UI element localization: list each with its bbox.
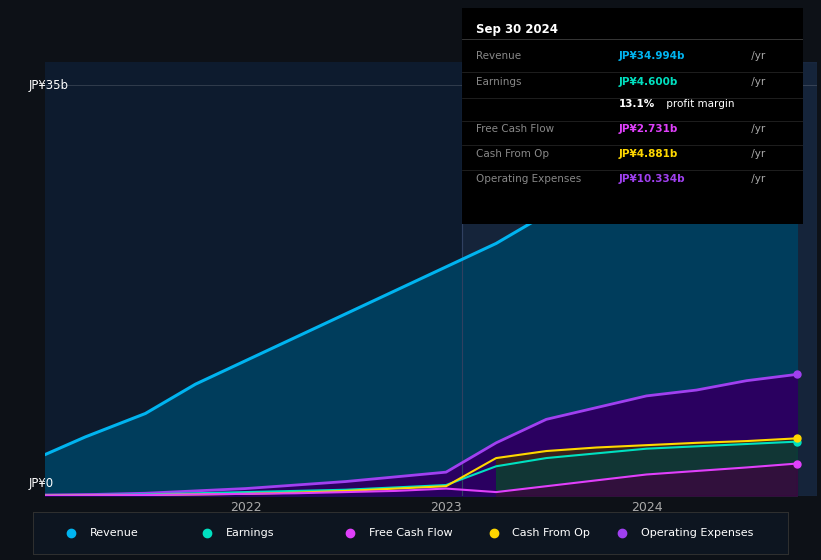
Text: Sep 30 2024: Sep 30 2024 [476,24,557,36]
Text: JP¥10.334b: JP¥10.334b [619,174,686,184]
Text: /yr: /yr [749,124,766,134]
Text: Revenue: Revenue [89,529,138,538]
Text: JP¥4.881b: JP¥4.881b [619,149,678,159]
Text: Operating Expenses: Operating Expenses [641,529,753,538]
Text: JP¥35b: JP¥35b [29,78,69,91]
Bar [462,62,817,496]
Text: JP¥34.994b: JP¥34.994b [619,51,686,61]
Text: /yr: /yr [749,77,766,87]
Text: Free Cash Flow: Free Cash Flow [476,124,554,134]
Text: Earnings: Earnings [226,529,274,538]
Text: /yr: /yr [749,174,766,184]
Text: /yr: /yr [749,51,766,61]
Text: JP¥0: JP¥0 [29,477,54,490]
Text: JP¥2.731b: JP¥2.731b [619,124,678,134]
Text: profit margin: profit margin [663,99,735,109]
Text: Operating Expenses: Operating Expenses [476,174,581,184]
Text: Revenue: Revenue [476,51,521,61]
Text: /yr: /yr [749,149,766,159]
Text: JP¥4.600b: JP¥4.600b [619,77,678,87]
Text: Free Cash Flow: Free Cash Flow [369,529,452,538]
Text: Earnings: Earnings [476,77,521,87]
Text: Cash From Op: Cash From Op [476,149,549,159]
Text: Cash From Op: Cash From Op [512,529,590,538]
Text: 13.1%: 13.1% [619,99,655,109]
